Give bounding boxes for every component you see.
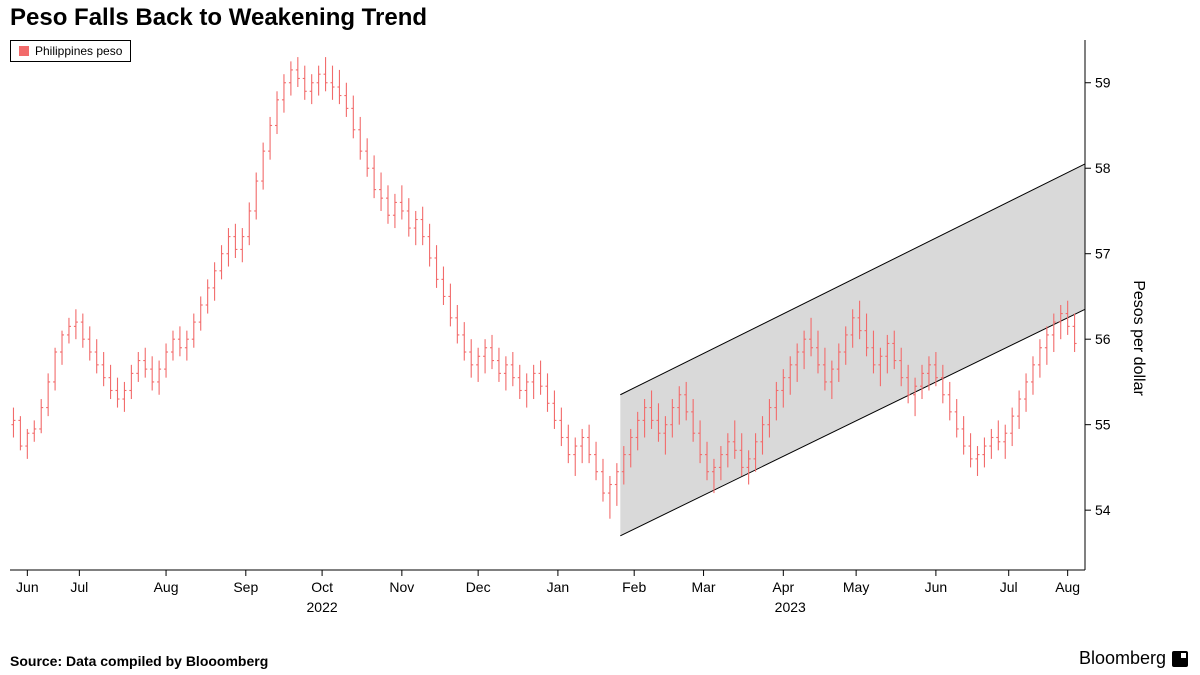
source-text: Source: Data compiled by Blooomberg xyxy=(10,653,268,669)
x-tick-label: Oct xyxy=(311,579,333,595)
x-tick-label: Jun xyxy=(925,579,948,595)
y-tick-label: 56 xyxy=(1095,331,1111,347)
x-tick-label: Aug xyxy=(1055,579,1080,595)
brand-icon xyxy=(1172,651,1188,667)
y-tick-label: 57 xyxy=(1095,246,1111,262)
y-tick-label: 54 xyxy=(1095,502,1111,518)
brand: Bloomberg xyxy=(1079,648,1188,669)
x-tick-label: Jun xyxy=(16,579,39,595)
chart-container: Peso Falls Back to Weakening Trend Phili… xyxy=(0,0,1200,675)
trend-channel xyxy=(620,164,1085,536)
x-tick-label: Jul xyxy=(1000,579,1018,595)
y-tick-label: 55 xyxy=(1095,417,1111,433)
x-year-label: 2022 xyxy=(307,599,338,615)
x-tick-label: Sep xyxy=(233,579,258,595)
x-tick-label: Aug xyxy=(154,579,179,595)
x-tick-label: Dec xyxy=(466,579,491,595)
x-year-label: 2023 xyxy=(775,599,806,615)
x-tick-label: Jul xyxy=(70,579,88,595)
chart-title: Peso Falls Back to Weakening Trend xyxy=(10,4,427,32)
x-tick-label: May xyxy=(843,579,869,595)
plot-svg: 54 55 56 57 58 59 Jun Jul Aug Sep Oct Nov Dec Jan Feb M… xyxy=(10,40,1135,635)
x-tick-label: Apr xyxy=(772,579,794,595)
x-tick-label: Feb xyxy=(622,579,646,595)
brand-label: Bloomberg xyxy=(1079,648,1166,669)
x-tick-label: Jan xyxy=(547,579,570,595)
y-tick-label: 58 xyxy=(1095,160,1111,176)
x-tick-label: Nov xyxy=(389,579,414,595)
y-tick-label: 59 xyxy=(1095,75,1111,91)
x-tick-label: Mar xyxy=(691,579,715,595)
y-axis-title: Pesos per dollar xyxy=(1129,280,1147,396)
